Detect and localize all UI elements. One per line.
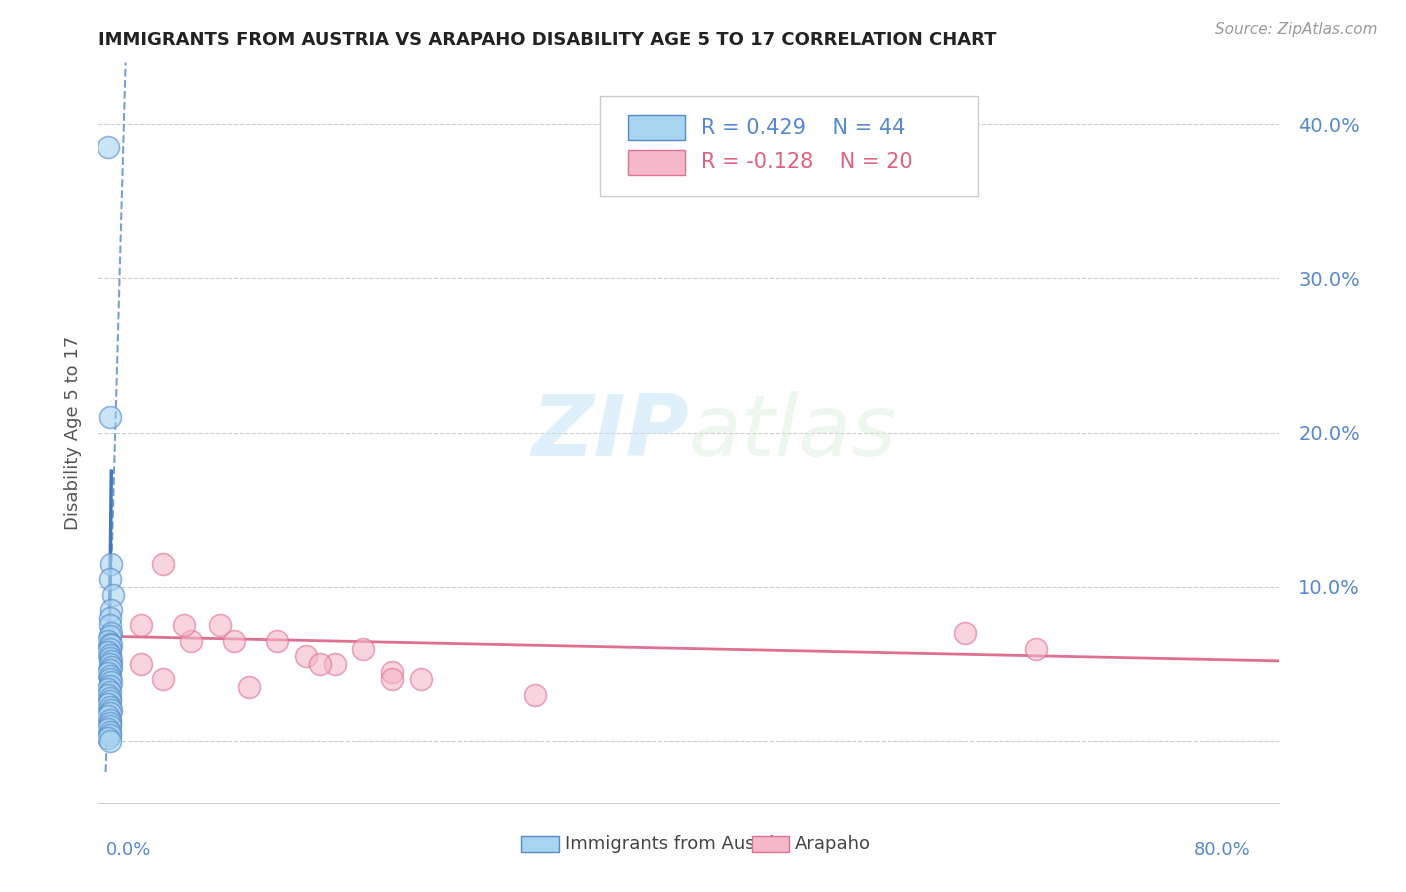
Point	[98, 663, 121, 677]
Point	[180, 633, 202, 648]
FancyBboxPatch shape	[627, 115, 685, 140]
Point	[953, 626, 976, 640]
Point	[131, 657, 153, 671]
Point	[98, 669, 121, 683]
Point	[209, 618, 232, 632]
Point	[98, 715, 121, 730]
Point	[97, 645, 120, 659]
Point	[131, 618, 153, 632]
Point	[98, 572, 121, 586]
Point	[381, 673, 404, 687]
Point	[98, 713, 121, 727]
Point	[98, 641, 121, 656]
FancyBboxPatch shape	[627, 150, 685, 175]
Point	[100, 675, 122, 690]
Point	[238, 680, 260, 694]
Point	[100, 703, 122, 717]
Point	[100, 626, 122, 640]
Point	[97, 681, 120, 696]
Point	[98, 700, 121, 714]
Point	[100, 660, 122, 674]
Point	[409, 673, 432, 687]
Point	[98, 618, 121, 632]
Point	[98, 706, 121, 721]
Text: R = 0.429    N = 44: R = 0.429 N = 44	[700, 118, 905, 137]
Point	[100, 654, 122, 668]
Point	[98, 648, 121, 662]
Point	[524, 688, 547, 702]
Point	[101, 588, 124, 602]
Point	[98, 690, 121, 705]
Point	[97, 140, 120, 154]
Point	[152, 557, 174, 571]
Point	[98, 679, 121, 693]
Point	[97, 697, 120, 711]
Text: 0.0%: 0.0%	[105, 841, 150, 859]
Point	[98, 685, 121, 699]
Point	[98, 719, 121, 733]
Point	[97, 688, 120, 702]
Text: IMMIGRANTS FROM AUSTRIA VS ARAPAHO DISABILITY AGE 5 TO 17 CORRELATION CHART: IMMIGRANTS FROM AUSTRIA VS ARAPAHO DISAB…	[98, 31, 997, 49]
Text: R = -0.128    N = 20: R = -0.128 N = 20	[700, 153, 912, 172]
Point	[98, 673, 121, 687]
Point	[98, 694, 121, 708]
Point	[97, 633, 120, 648]
Point	[323, 657, 346, 671]
Text: Arapaho: Arapaho	[796, 835, 872, 854]
Point	[98, 724, 121, 739]
Point	[295, 649, 318, 664]
FancyBboxPatch shape	[522, 836, 560, 853]
Point	[98, 637, 121, 651]
Point	[1025, 641, 1047, 656]
Point	[173, 618, 195, 632]
FancyBboxPatch shape	[752, 836, 789, 853]
Point	[98, 650, 121, 665]
Point	[97, 709, 120, 723]
Point	[98, 728, 121, 742]
Point	[224, 633, 246, 648]
Point	[98, 410, 121, 425]
Point	[98, 610, 121, 624]
Point	[97, 666, 120, 681]
Point	[381, 665, 404, 679]
Text: 80.0%: 80.0%	[1194, 841, 1251, 859]
Point	[100, 639, 122, 653]
Point	[98, 629, 121, 643]
Point	[97, 731, 120, 745]
Text: Source: ZipAtlas.com: Source: ZipAtlas.com	[1215, 22, 1378, 37]
Point	[266, 633, 288, 648]
Point	[352, 641, 374, 656]
Point	[100, 603, 122, 617]
Point	[152, 673, 174, 687]
Point	[97, 722, 120, 736]
FancyBboxPatch shape	[600, 95, 979, 195]
Point	[98, 657, 121, 671]
Text: Immigrants from Austria: Immigrants from Austria	[565, 835, 786, 854]
Text: ZIP: ZIP	[531, 391, 689, 475]
Y-axis label: Disability Age 5 to 17: Disability Age 5 to 17	[63, 335, 82, 530]
Point	[100, 557, 122, 571]
Point	[98, 734, 121, 748]
Text: atlas: atlas	[689, 391, 897, 475]
Point	[309, 657, 332, 671]
